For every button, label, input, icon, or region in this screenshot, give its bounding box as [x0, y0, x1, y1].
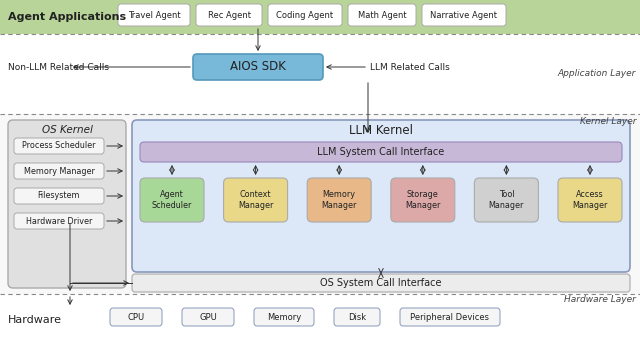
Text: Filesystem: Filesystem: [38, 192, 80, 200]
FancyBboxPatch shape: [196, 4, 262, 26]
FancyBboxPatch shape: [474, 178, 538, 222]
Text: LLM System Call Interface: LLM System Call Interface: [317, 147, 445, 157]
FancyBboxPatch shape: [132, 120, 630, 272]
FancyBboxPatch shape: [223, 178, 287, 222]
Text: OS System Call Interface: OS System Call Interface: [320, 278, 442, 288]
Bar: [0, 34, 640, 114]
Text: Hardware Layer: Hardware Layer: [564, 296, 636, 304]
FancyBboxPatch shape: [348, 4, 416, 26]
FancyBboxPatch shape: [132, 274, 630, 292]
Text: Hardware Driver: Hardware Driver: [26, 216, 92, 225]
FancyBboxPatch shape: [14, 138, 104, 154]
FancyBboxPatch shape: [182, 308, 234, 326]
FancyBboxPatch shape: [400, 308, 500, 326]
Text: GPU: GPU: [199, 312, 217, 321]
FancyBboxPatch shape: [193, 54, 323, 80]
FancyBboxPatch shape: [254, 308, 314, 326]
FancyBboxPatch shape: [334, 308, 380, 326]
Text: Math Agent: Math Agent: [358, 10, 406, 20]
Text: Memory
Manager: Memory Manager: [321, 190, 357, 210]
Text: Process Scheduler: Process Scheduler: [22, 141, 96, 150]
Bar: [0, 294, 640, 349]
Text: Memory Manager: Memory Manager: [24, 166, 95, 176]
FancyBboxPatch shape: [14, 163, 104, 179]
Text: Memory: Memory: [267, 312, 301, 321]
Bar: [0, 114, 640, 294]
Text: Kernel Layer: Kernel Layer: [579, 118, 636, 126]
Text: CPU: CPU: [127, 312, 145, 321]
Bar: [0, 0, 640, 34]
Text: Agent Applications: Agent Applications: [8, 12, 126, 22]
Text: AIOS SDK: AIOS SDK: [230, 60, 286, 74]
Text: Access
Manager: Access Manager: [572, 190, 608, 210]
FancyBboxPatch shape: [268, 4, 342, 26]
Text: Narrative Agent: Narrative Agent: [431, 10, 497, 20]
Text: Application Layer: Application Layer: [557, 69, 636, 79]
Text: Travel Agent: Travel Agent: [128, 10, 180, 20]
FancyBboxPatch shape: [14, 213, 104, 229]
FancyBboxPatch shape: [391, 178, 455, 222]
Text: OS Kernel: OS Kernel: [42, 125, 92, 135]
FancyBboxPatch shape: [422, 4, 506, 26]
FancyBboxPatch shape: [140, 142, 622, 162]
FancyBboxPatch shape: [307, 178, 371, 222]
Text: LLM Related Calls: LLM Related Calls: [370, 62, 450, 72]
Text: Peripheral Devices: Peripheral Devices: [410, 312, 490, 321]
Text: Tool
Manager: Tool Manager: [489, 190, 524, 210]
Text: LLM Kernel: LLM Kernel: [349, 124, 413, 136]
Text: Agent
Scheduler: Agent Scheduler: [152, 190, 192, 210]
Text: Rec Agent: Rec Agent: [207, 10, 250, 20]
FancyBboxPatch shape: [118, 4, 190, 26]
FancyBboxPatch shape: [110, 308, 162, 326]
FancyBboxPatch shape: [8, 120, 126, 288]
FancyBboxPatch shape: [558, 178, 622, 222]
Text: Coding Agent: Coding Agent: [276, 10, 333, 20]
Text: Storage
Manager: Storage Manager: [405, 190, 440, 210]
Text: Context
Manager: Context Manager: [238, 190, 273, 210]
FancyBboxPatch shape: [14, 188, 104, 204]
Text: Hardware: Hardware: [8, 315, 62, 325]
FancyBboxPatch shape: [140, 178, 204, 222]
Text: Disk: Disk: [348, 312, 366, 321]
Text: Non-LLM Related Calls: Non-LLM Related Calls: [8, 62, 109, 72]
